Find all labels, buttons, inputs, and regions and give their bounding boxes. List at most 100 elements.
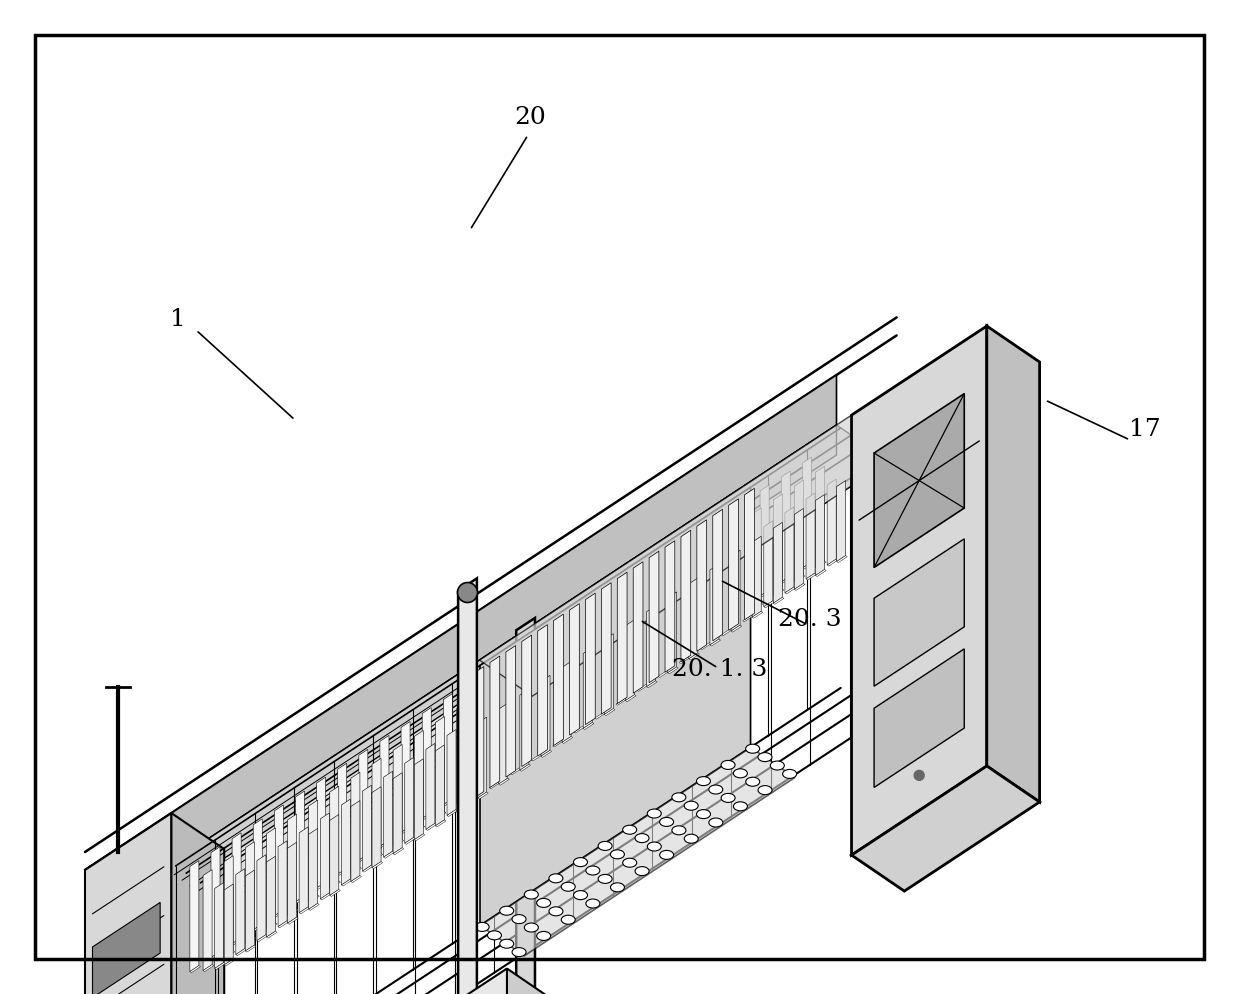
Polygon shape (742, 535, 752, 620)
Polygon shape (873, 394, 964, 568)
Polygon shape (729, 499, 738, 630)
Polygon shape (794, 508, 803, 589)
Polygon shape (253, 923, 264, 931)
Polygon shape (738, 499, 748, 610)
Polygon shape (773, 494, 782, 595)
Polygon shape (245, 870, 254, 951)
Polygon shape (584, 715, 593, 722)
Polygon shape (520, 755, 530, 763)
Polygon shape (668, 564, 676, 665)
Polygon shape (601, 582, 611, 714)
Polygon shape (612, 688, 623, 695)
Polygon shape (658, 670, 669, 677)
Polygon shape (654, 555, 664, 666)
Polygon shape (309, 828, 317, 910)
Ellipse shape (733, 768, 747, 778)
Polygon shape (773, 522, 782, 603)
Polygon shape (538, 624, 548, 756)
Polygon shape (541, 750, 551, 757)
Polygon shape (510, 767, 520, 774)
Ellipse shape (709, 785, 722, 794)
Polygon shape (616, 698, 627, 705)
Polygon shape (675, 646, 686, 653)
Polygon shape (763, 600, 774, 608)
Ellipse shape (709, 818, 722, 827)
Polygon shape (235, 948, 247, 955)
Polygon shape (489, 702, 498, 787)
Polygon shape (612, 582, 621, 694)
Polygon shape (477, 717, 487, 798)
Polygon shape (717, 513, 727, 624)
Ellipse shape (499, 907, 514, 915)
Polygon shape (359, 854, 369, 862)
Polygon shape (393, 839, 404, 847)
Polygon shape (794, 480, 803, 581)
Ellipse shape (574, 858, 587, 867)
Polygon shape (85, 813, 171, 994)
Polygon shape (309, 904, 320, 911)
Polygon shape (507, 757, 517, 764)
Polygon shape (679, 656, 690, 664)
Polygon shape (299, 907, 310, 913)
Polygon shape (570, 603, 580, 736)
Polygon shape (211, 951, 222, 959)
Polygon shape (489, 656, 499, 787)
Polygon shape (351, 867, 362, 875)
Polygon shape (309, 895, 320, 903)
Polygon shape (520, 689, 529, 770)
Polygon shape (763, 521, 773, 606)
Polygon shape (649, 552, 659, 683)
Polygon shape (786, 586, 795, 594)
Text: 1: 1 (170, 308, 186, 332)
Ellipse shape (771, 761, 784, 770)
Polygon shape (815, 570, 826, 577)
Text: 20: 20 (514, 106, 546, 129)
Polygon shape (256, 934, 268, 941)
Ellipse shape (684, 801, 699, 810)
Polygon shape (465, 680, 473, 790)
Polygon shape (563, 661, 571, 743)
Polygon shape (541, 743, 551, 749)
Polygon shape (710, 536, 719, 637)
Polygon shape (224, 959, 234, 966)
Polygon shape (712, 509, 722, 641)
Polygon shape (477, 689, 487, 789)
Polygon shape (447, 809, 457, 816)
Ellipse shape (536, 899, 550, 908)
Polygon shape (384, 771, 393, 857)
Ellipse shape (549, 907, 563, 915)
Polygon shape (794, 576, 805, 582)
Polygon shape (295, 896, 306, 904)
Polygon shape (520, 661, 529, 761)
Polygon shape (742, 614, 753, 622)
Ellipse shape (684, 834, 699, 843)
Polygon shape (351, 876, 362, 883)
Ellipse shape (647, 842, 662, 851)
Ellipse shape (623, 825, 637, 834)
Ellipse shape (574, 891, 587, 900)
Polygon shape (489, 781, 499, 788)
Polygon shape (414, 758, 424, 840)
Polygon shape (828, 559, 838, 567)
Polygon shape (393, 848, 404, 855)
Polygon shape (668, 659, 678, 666)
Polygon shape (479, 747, 795, 955)
Polygon shape (477, 792, 488, 799)
Polygon shape (510, 688, 519, 773)
Text: 20. 3: 20. 3 (778, 608, 841, 631)
Polygon shape (681, 530, 690, 662)
Polygon shape (393, 745, 403, 845)
Polygon shape (435, 745, 445, 826)
Polygon shape (85, 813, 224, 906)
Polygon shape (435, 717, 445, 817)
Ellipse shape (611, 883, 624, 892)
Polygon shape (760, 485, 769, 596)
Polygon shape (574, 646, 582, 732)
Polygon shape (873, 539, 964, 686)
Polygon shape (479, 487, 751, 925)
Ellipse shape (561, 915, 575, 924)
Polygon shape (647, 673, 657, 680)
Polygon shape (435, 820, 446, 827)
Polygon shape (782, 577, 792, 583)
Polygon shape (278, 841, 287, 926)
